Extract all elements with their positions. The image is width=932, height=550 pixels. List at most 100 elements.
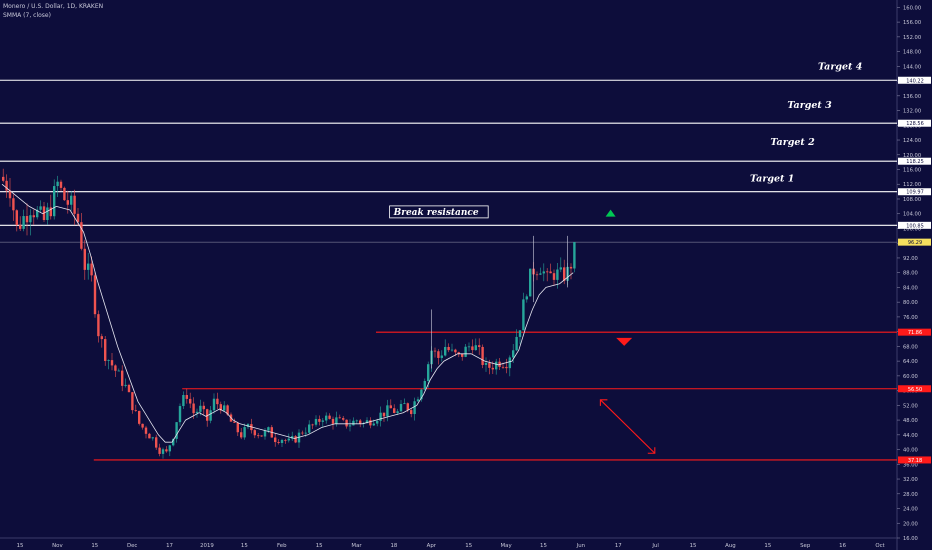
y-tick-label: 20.00 (903, 521, 918, 527)
x-tick-label: Sep (800, 543, 811, 549)
x-tick-label: 15 (540, 543, 547, 549)
candle-body (457, 352, 460, 354)
x-tick-label: Apr (427, 543, 437, 549)
up-triangle-icon (605, 209, 616, 217)
candle-body (413, 401, 416, 415)
x-tick-label: 15 (91, 543, 98, 549)
candle-body (131, 392, 134, 411)
candle-body (569, 266, 573, 269)
candle-body (206, 409, 209, 421)
candle-body (437, 351, 440, 358)
candle-body (15, 210, 18, 225)
y-tick-label: 32.00 (903, 477, 918, 483)
candle-body (49, 207, 52, 217)
candle-body (257, 435, 260, 437)
x-tick-label: Jun (576, 543, 585, 549)
candle-body (542, 271, 545, 274)
candle-body (46, 207, 49, 221)
candle-body (76, 213, 80, 223)
candle-body (348, 425, 352, 427)
y-tick-label: 48.00 (903, 418, 918, 424)
candle-body (325, 415, 328, 421)
candle-body (559, 267, 562, 270)
x-tick-label: 17 (166, 543, 173, 549)
candle-body (141, 423, 144, 428)
x-tick-label: 15 (316, 543, 323, 549)
x-tick-label: 16 (839, 543, 846, 549)
y-tick-label: 136.00 (903, 94, 921, 100)
level-price-tag (898, 119, 931, 127)
candle-body (107, 360, 110, 361)
candle-body (114, 365, 117, 371)
candle-body (376, 420, 379, 424)
candle-body (32, 215, 35, 218)
candle-body (243, 427, 246, 438)
candle-body (318, 418, 321, 422)
level-price-label: 128.56 (906, 121, 924, 127)
candle-body (277, 442, 280, 443)
candle-body (70, 195, 73, 205)
candle-body (158, 447, 161, 454)
candle-body (226, 405, 229, 415)
x-tick-label: 2019 (200, 543, 214, 549)
y-tick-label: 116.00 (903, 168, 921, 174)
x-tick-label: 18 (390, 543, 397, 549)
candle-body (185, 395, 188, 399)
y-tick-label: 24.00 (903, 507, 918, 513)
candle-body (556, 269, 559, 280)
candle-body (342, 418, 345, 420)
y-tick-label: 124.00 (903, 138, 921, 144)
candle-body (53, 186, 56, 217)
candle-body (410, 410, 413, 415)
level-price-label: 140.22 (906, 78, 924, 84)
target-label: Target 3 (787, 100, 832, 111)
candle-body (314, 418, 318, 425)
y-tick-label: 152.00 (903, 35, 921, 41)
candle-body (372, 423, 375, 426)
candle-body (199, 405, 202, 412)
candle-body (447, 346, 450, 351)
y-tick-label: 36.00 (903, 462, 918, 468)
candle-body (495, 361, 498, 370)
candle-body (216, 398, 219, 405)
y-tick-label: 132.00 (903, 109, 921, 115)
candle-body (352, 420, 355, 426)
x-tick-label: 15 (17, 543, 24, 549)
x-tick-label: 15 (764, 543, 771, 549)
candle-body (100, 336, 103, 340)
level-price-tag (898, 188, 931, 196)
y-tick-label: 104.00 (903, 212, 921, 218)
candle-body (148, 433, 151, 439)
candle-body (535, 274, 539, 276)
y-tick-label: 40.00 (903, 448, 918, 454)
candle-body (464, 346, 467, 357)
x-tick-label: Jul (651, 543, 659, 549)
candle-body (467, 346, 471, 348)
candle-body (161, 449, 165, 454)
candle-body (56, 181, 59, 187)
candle-body (263, 430, 267, 437)
candle-body (178, 406, 182, 423)
candle-body (8, 190, 12, 199)
candle-body (345, 419, 348, 427)
candle-body (19, 224, 22, 229)
candle-body (321, 420, 324, 422)
y-tick-label: 68.00 (903, 344, 918, 350)
x-tick-label: Nov (52, 543, 63, 549)
y-tick-label: 76.00 (903, 315, 918, 321)
candle-body (25, 216, 29, 223)
candle-body (124, 384, 127, 386)
candle-body (338, 417, 341, 419)
candle-body (454, 349, 457, 353)
level-price-label: 100.85 (906, 223, 924, 229)
y-tick-label: 16.00 (903, 536, 918, 542)
candle-body (209, 410, 212, 421)
candle-body (403, 403, 406, 405)
x-tick-label: Feb (277, 543, 287, 549)
candle-body (529, 268, 532, 297)
indicator-label: SMMA (7, close) (3, 12, 51, 19)
x-tick-label: Oct (875, 543, 884, 549)
level-price-tag (898, 76, 931, 84)
candle-body (311, 424, 314, 426)
